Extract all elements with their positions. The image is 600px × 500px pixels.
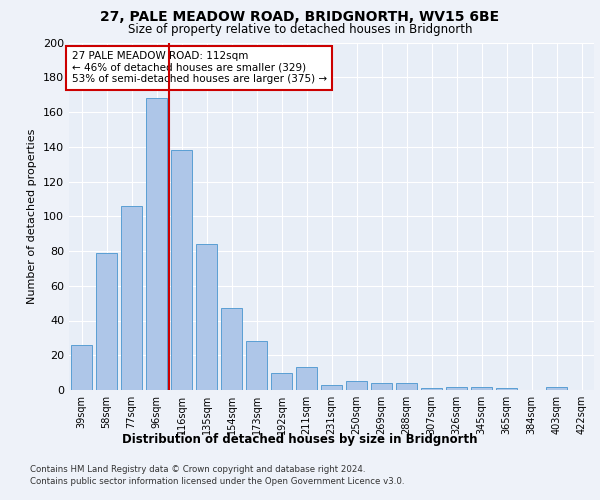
Text: Contains HM Land Registry data © Crown copyright and database right 2024.: Contains HM Land Registry data © Crown c… bbox=[30, 465, 365, 474]
Bar bbox=[371, 383, 392, 390]
Bar bbox=[496, 388, 517, 390]
Y-axis label: Number of detached properties: Number of detached properties bbox=[28, 128, 37, 304]
Text: 27 PALE MEADOW ROAD: 112sqm
← 46% of detached houses are smaller (329)
53% of se: 27 PALE MEADOW ROAD: 112sqm ← 46% of det… bbox=[71, 51, 327, 84]
Bar bbox=[246, 342, 267, 390]
Text: Distribution of detached houses by size in Bridgnorth: Distribution of detached houses by size … bbox=[122, 432, 478, 446]
Bar bbox=[171, 150, 192, 390]
Bar bbox=[96, 252, 117, 390]
Bar bbox=[271, 372, 292, 390]
Bar bbox=[221, 308, 242, 390]
Bar bbox=[196, 244, 217, 390]
Bar bbox=[71, 345, 92, 390]
Bar bbox=[396, 383, 417, 390]
Bar bbox=[421, 388, 442, 390]
Text: 27, PALE MEADOW ROAD, BRIDGNORTH, WV15 6BE: 27, PALE MEADOW ROAD, BRIDGNORTH, WV15 6… bbox=[100, 10, 500, 24]
Bar bbox=[471, 386, 492, 390]
Bar bbox=[321, 385, 342, 390]
Text: Size of property relative to detached houses in Bridgnorth: Size of property relative to detached ho… bbox=[128, 22, 472, 36]
Bar bbox=[346, 382, 367, 390]
Bar bbox=[446, 386, 467, 390]
Bar bbox=[121, 206, 142, 390]
Bar bbox=[546, 386, 567, 390]
Text: Contains public sector information licensed under the Open Government Licence v3: Contains public sector information licen… bbox=[30, 478, 404, 486]
Bar bbox=[146, 98, 167, 390]
Bar bbox=[296, 368, 317, 390]
